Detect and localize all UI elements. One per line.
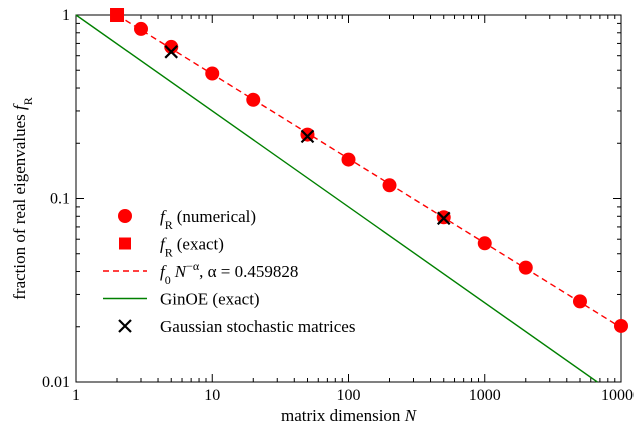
x-tick-label-2: 100	[337, 387, 361, 404]
series-markers	[110, 8, 628, 333]
legend-label-exact: fR (exact)	[160, 235, 224, 260]
legend-symbol-exact	[119, 237, 131, 250]
legend-label-numerical: fR (numerical)	[160, 207, 256, 232]
line-fit	[116, 14, 622, 329]
point-numerical-3	[246, 92, 261, 107]
point-numerical-8	[477, 236, 492, 251]
legend-symbol-gaussian	[118, 319, 132, 333]
line-ginoe	[75, 14, 598, 383]
point-exact-0	[110, 8, 125, 22]
y-tick-label-2: 1	[62, 7, 70, 24]
y-axis-title-sub: R	[21, 97, 35, 105]
point-numerical-9	[518, 260, 533, 275]
point-numerical-2	[205, 66, 220, 81]
y-axis-title: fraction of real eigenvalues fR	[10, 97, 35, 300]
y-axis-title-var: f	[10, 103, 29, 110]
x-axis-title-text: matrix dimension	[281, 406, 401, 425]
point-numerical-11	[614, 318, 628, 333]
point-numerical-5	[341, 152, 356, 167]
series-lines	[75, 14, 622, 383]
point-gaussian-1	[300, 129, 315, 144]
y-tick-label-1: 0.1	[50, 191, 70, 208]
y-axis-title-text: fraction of real eigenvalues	[10, 114, 29, 300]
point-numerical-4	[300, 127, 315, 142]
point-numerical-10	[572, 294, 587, 309]
x-axis-title: matrix dimension N	[281, 406, 418, 425]
x-tick-label-0: 1	[72, 387, 80, 404]
x-tick-label-3: 1000	[469, 387, 501, 404]
x-axis-title-var: N	[404, 406, 418, 425]
point-gaussian-2	[436, 211, 451, 226]
legend-label-gaussian: Gaussian stochastic matrices	[160, 317, 355, 336]
x-tick-label-1: 10	[204, 387, 220, 404]
legend-symbol-numerical	[118, 209, 132, 223]
point-numerical-6	[382, 178, 397, 193]
legend: fR (numerical) fR (exact)f0 N−α, α = 0.45982…	[103, 207, 355, 336]
legend-label-ginoe: GinOE (exact)	[160, 290, 260, 309]
point-gaussian-0	[164, 45, 179, 59]
legend-label-fit: f0 N−α, α = 0.459828	[160, 259, 298, 287]
point-numerical-0	[134, 21, 149, 36]
y-tick-label-0: 0.01	[42, 374, 70, 391]
point-numerical-1	[164, 39, 179, 54]
